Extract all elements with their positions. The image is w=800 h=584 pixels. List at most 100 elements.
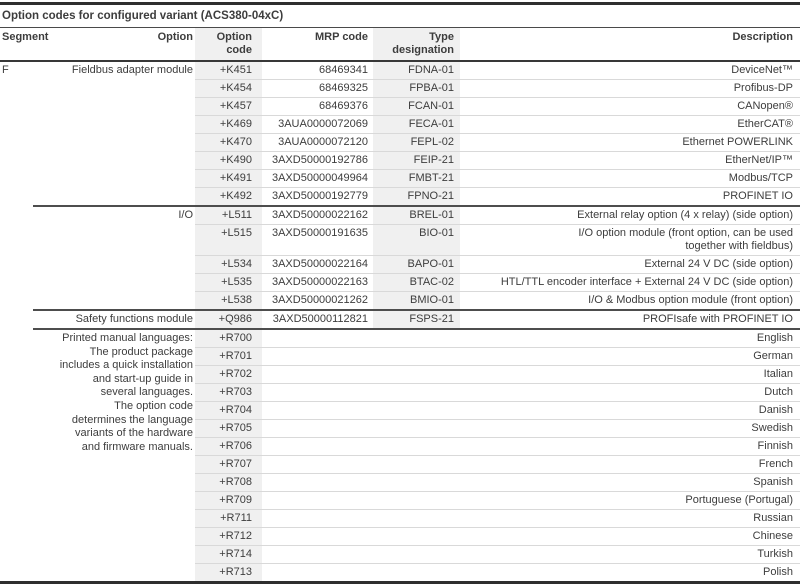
description-cell: Modbus/TCP xyxy=(728,172,793,184)
type-designation-cell: BIO-01 xyxy=(373,225,460,255)
option-code-cell: +L538 xyxy=(195,292,262,309)
description-line: together with fieldbus) xyxy=(685,240,793,252)
description-cell: External relay option (4 x relay) (side … xyxy=(577,209,793,221)
description-cell: Turkish xyxy=(757,548,793,560)
type-designation-cell: FDNA-01 xyxy=(373,62,460,79)
table-row: +R714 Turkish xyxy=(195,545,800,563)
type-designation-cell xyxy=(373,528,460,545)
option-code-cell: +R703 xyxy=(195,384,262,401)
type-designation-cell: FEPL-02 xyxy=(373,134,460,151)
option-cell-line: I/O xyxy=(178,209,193,221)
table-row: +L535 3AXD50000022163 BTAC-02 HTL/TTL encod… xyxy=(195,273,800,291)
option-code-cell: +R713 xyxy=(195,564,262,581)
mrp-code-cell: 3AXD50000112821 xyxy=(272,313,368,325)
type-designation-cell xyxy=(373,564,460,581)
description-cell: Spanish xyxy=(753,476,793,488)
description-cell: Dutch xyxy=(764,386,793,398)
option-cell: I/O xyxy=(57,207,195,309)
mrp-code-cell: 3AXD50000049964 xyxy=(271,172,368,184)
mrp-code-cell xyxy=(262,402,373,419)
option-code-cell: +L535 xyxy=(195,274,262,291)
table-row: +R702 Italian xyxy=(195,365,800,383)
option-cell-line: Safety functions module xyxy=(75,313,193,325)
type-designation-cell: FPBA-01 xyxy=(373,80,460,97)
option-code-cell: +R712 xyxy=(195,528,262,545)
option-code-cell: +R704 xyxy=(195,402,262,419)
table-row: +R703 Dutch xyxy=(195,383,800,401)
table-row: +R713 Polish xyxy=(195,563,800,581)
table-row: +L538 3AXD50000021262 BMIO-01 I/O & Modbus … xyxy=(195,291,800,309)
option-cell: Printed manual languages: The product pac… xyxy=(57,330,195,581)
table-row: +K470 3AUA0000072120 FEPL-02 Ethernet POWER… xyxy=(195,133,800,151)
mrp-code-cell xyxy=(262,366,373,383)
table-header-row: Segment Option Option code MRP code Type… xyxy=(0,28,800,62)
description-cell: Polish xyxy=(763,566,793,578)
mrp-code-cell xyxy=(262,384,373,401)
section-rows: +R700 English +R701 German +R702 Italian +R703… xyxy=(195,330,800,581)
table-section: I/O +L511 3AXD50000022162 BREL-01 External r… xyxy=(0,207,800,309)
description-cell: Finnish xyxy=(757,440,793,452)
type-designation-cell xyxy=(373,366,460,383)
type-designation-cell: BTAC-02 xyxy=(373,274,460,291)
table-row: +R706 Finnish xyxy=(195,437,800,455)
section-rows: +L511 3AXD50000022162 BREL-01 External rela… xyxy=(195,207,800,309)
table-row: +R709 Portuguese (Portugal) xyxy=(195,491,800,509)
table-row: +K490 3AXD50000192786 FEIP-21 EtherNet/IP™ xyxy=(195,151,800,169)
mrp-code-cell xyxy=(262,528,373,545)
description-cell: Italian xyxy=(763,368,793,380)
type-designation-cell: FEIP-21 xyxy=(373,152,460,169)
segment-cell: F xyxy=(2,64,9,76)
option-code-cell: +R705 xyxy=(195,420,262,437)
description-cell: Danish xyxy=(758,404,793,416)
type-designation-cell xyxy=(373,402,460,419)
mrp-code-cell: 68469376 xyxy=(319,100,368,112)
type-designation-cell xyxy=(373,330,460,347)
option-cell-line: The option code determines the language … xyxy=(71,399,193,453)
description-cell: Swedish xyxy=(751,422,793,434)
option-cell: Safety functions module xyxy=(57,311,195,328)
mrp-code-cell: 3AXD50000192779 xyxy=(271,190,368,202)
table-row: +K454 68469325 FPBA-01 Profibus-DP xyxy=(195,79,800,97)
type-designation-cell xyxy=(373,420,460,437)
segment-cell xyxy=(0,330,57,581)
table-row: +R712 Chinese xyxy=(195,527,800,545)
table-row: +K451 68469341 FDNA-01 DeviceNet™ xyxy=(195,62,800,79)
description-cell: French xyxy=(758,458,793,470)
header-description: Description xyxy=(732,31,793,43)
option-code-cell: +R709 xyxy=(195,492,262,509)
mrp-code-cell: 3AXD50000022164 xyxy=(271,258,368,270)
option-code-cell: +K470 xyxy=(195,134,262,151)
table-row: +K469 3AUA0000072069 FECA-01 EtherCAT® xyxy=(195,115,800,133)
mrp-code-cell: 3AXD50000022162 xyxy=(271,209,368,221)
option-code-cell: +R707 xyxy=(195,456,262,473)
description-cell: Chinese xyxy=(752,530,793,542)
type-designation-cell: FPNO-21 xyxy=(373,188,460,205)
description-cell: HTL/TTL encoder interface + External 24 … xyxy=(500,276,793,288)
description-cell: EtherCAT® xyxy=(737,118,793,130)
table-body: F Fieldbus adapter module +K451 68469341 FDN… xyxy=(0,62,800,581)
option-code-cell: +R711 xyxy=(195,510,262,527)
type-designation-cell xyxy=(373,438,460,455)
mrp-code-cell xyxy=(262,456,373,473)
type-designation-cell: FCAN-01 xyxy=(373,98,460,115)
section-separator xyxy=(33,309,800,311)
header-option-code: Option code xyxy=(195,28,262,60)
mrp-code-cell: 3AXD50000192786 xyxy=(271,154,368,166)
table-row: +R700 English xyxy=(195,330,800,347)
segment-cell xyxy=(0,207,57,309)
mrp-code-cell xyxy=(262,510,373,527)
table-row: +R704 Danish xyxy=(195,401,800,419)
mrp-code-cell: 3AXD50000022163 xyxy=(271,276,368,288)
mrp-code-cell xyxy=(262,348,373,365)
description-cell: External 24 V DC (side option) xyxy=(644,258,793,270)
table-row: +L534 3AXD50000022164 BAPO-01 External 24 V… xyxy=(195,255,800,273)
option-code-cell: +L511 xyxy=(195,207,262,224)
table-top-border xyxy=(0,2,800,5)
option-code-cell: +L534 xyxy=(195,256,262,273)
type-designation-cell xyxy=(373,546,460,563)
option-code-cell: +K492 xyxy=(195,188,262,205)
header-type-designation: Type designation xyxy=(373,28,460,60)
type-designation-cell: FECA-01 xyxy=(373,116,460,133)
type-designation-cell xyxy=(373,456,460,473)
